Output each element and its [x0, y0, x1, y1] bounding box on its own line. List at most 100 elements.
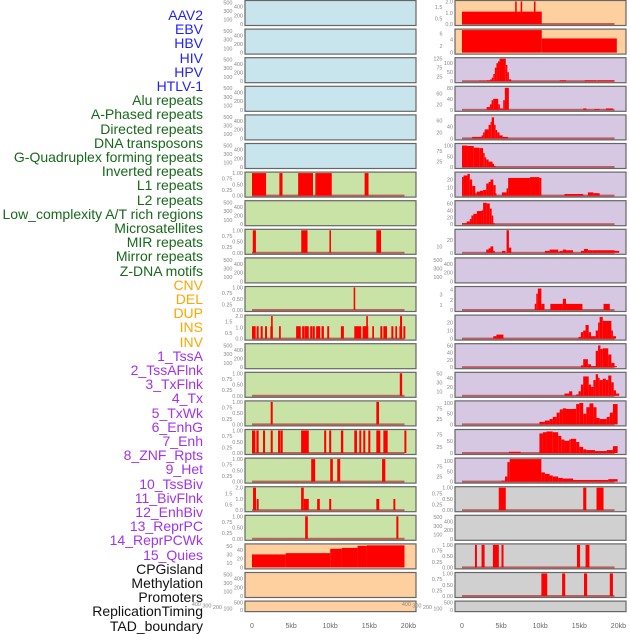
- y-tick-label: 6: [439, 31, 442, 37]
- y-tick-label: 300: [412, 603, 421, 609]
- y-tick-label: 500: [223, 58, 232, 64]
- panel-background: [245, 315, 416, 341]
- data-bar: [595, 330, 599, 339]
- data-bar: [583, 330, 586, 339]
- track-label: Z-DNA motifs: [119, 262, 203, 279]
- panel-frame: [244, 57, 417, 84]
- y-tick-label: 500: [223, 29, 232, 35]
- y-tick-label: 0: [450, 337, 453, 343]
- y-tick-label: 100: [223, 18, 232, 24]
- data-bar: [302, 326, 305, 339]
- data-bar: [544, 473, 550, 482]
- y-tick-label: 0.75: [222, 177, 233, 183]
- track-label-list: AAV2 EBV HBV HIV HPV HTLV-1 Alu repeats A-Phase…: [0, 0, 204, 633]
- data-bar: [481, 135, 484, 139]
- track-label: MIR repeats: [126, 234, 203, 251]
- panel-frame: [454, 457, 627, 484]
- baseline: [462, 223, 615, 226]
- y-tick-label: 0.25: [222, 302, 233, 308]
- data-bar: [583, 359, 588, 368]
- data-bar: [489, 208, 492, 225]
- data-bar: [580, 384, 584, 396]
- track-label: L1 repeats: [136, 177, 203, 194]
- track-label: Mirror repeats: [115, 248, 203, 265]
- y-tick-label: 400: [234, 90, 243, 96]
- data-bar: [304, 326, 307, 339]
- data-bar: [469, 219, 472, 225]
- data-bar: [363, 430, 366, 453]
- data-bar: [496, 334, 504, 339]
- data-bar: [252, 230, 256, 253]
- y-tick-label: 1.00: [442, 572, 453, 578]
- y-tick-label: 40: [447, 351, 453, 357]
- data-bar: [599, 419, 607, 425]
- x-tick-label: 20kb: [611, 623, 626, 630]
- y-tick-label: 500: [234, 600, 243, 606]
- data-bar: [549, 249, 559, 253]
- data-bar: [552, 432, 559, 453]
- data-bar: [608, 375, 612, 396]
- data-bar: [321, 326, 324, 339]
- y-tick-label: 0: [450, 279, 453, 285]
- data-bar: [544, 420, 550, 425]
- panel-background: [455, 86, 626, 112]
- data-bar: [606, 416, 610, 425]
- panel-frame: [454, 600, 627, 613]
- data-bar: [252, 430, 256, 453]
- baseline: [462, 337, 615, 340]
- y-tick-label: 60: [447, 201, 453, 207]
- data-bar: [503, 100, 505, 110]
- data-bar: [376, 230, 382, 253]
- track-label: CPGisland: [136, 560, 203, 577]
- data-bar: [279, 173, 283, 196]
- track-label: 1_TssA: [157, 347, 203, 364]
- y-tick-label: 0: [240, 608, 243, 614]
- baseline: [462, 366, 615, 369]
- y-tick-label: 500: [223, 86, 232, 92]
- y-tick-label: 0: [450, 394, 453, 400]
- y-tick-label: 300: [202, 603, 211, 609]
- data-bar: [602, 348, 609, 368]
- data-bar: [593, 193, 600, 196]
- data-bar: [598, 377, 600, 396]
- data-bar: [588, 384, 592, 396]
- data-bar: [583, 449, 587, 453]
- y-tick-label: 300: [223, 123, 232, 129]
- data-bar: [383, 430, 388, 453]
- panel-frame: [454, 57, 627, 84]
- y-tick-label: 500: [433, 258, 442, 264]
- baseline: [252, 509, 405, 512]
- track-label: AAV2: [168, 7, 203, 23]
- data-bar: [279, 326, 281, 339]
- data-bar: [366, 545, 405, 568]
- x-tick-label: 15kb: [572, 623, 587, 630]
- y-tick-label: 20: [447, 321, 453, 327]
- panel-background: [245, 372, 416, 398]
- baseline: [462, 166, 615, 168]
- panel-frame: [454, 257, 627, 284]
- data-bar: [469, 179, 473, 196]
- data-bar: [585, 324, 589, 339]
- data-bar: [506, 188, 509, 196]
- track-label: HBV: [174, 35, 203, 52]
- y-tick-label: 0: [450, 79, 453, 85]
- panel-frame: [244, 486, 417, 513]
- data-bar: [533, 1, 536, 24]
- panel-frame: [454, 114, 627, 141]
- data-bar: [362, 326, 369, 339]
- data-bar: [253, 487, 256, 511]
- panel-background: [245, 515, 416, 541]
- y-tick-label: 0.50: [232, 240, 243, 246]
- data-bar: [490, 246, 494, 253]
- x-tick-label: 20kb: [401, 623, 416, 630]
- data-bar: [317, 498, 320, 511]
- data-bar: [466, 221, 470, 225]
- data-bar: [564, 193, 584, 196]
- y-tick-label: 0.50: [232, 411, 243, 417]
- data-bar: [493, 185, 496, 196]
- data-bar: [559, 80, 567, 82]
- y-tick-label: 0: [450, 251, 453, 257]
- y-tick-label: 400: [234, 119, 243, 125]
- y-tick-label: 20: [447, 178, 453, 184]
- panel-background: [455, 257, 626, 283]
